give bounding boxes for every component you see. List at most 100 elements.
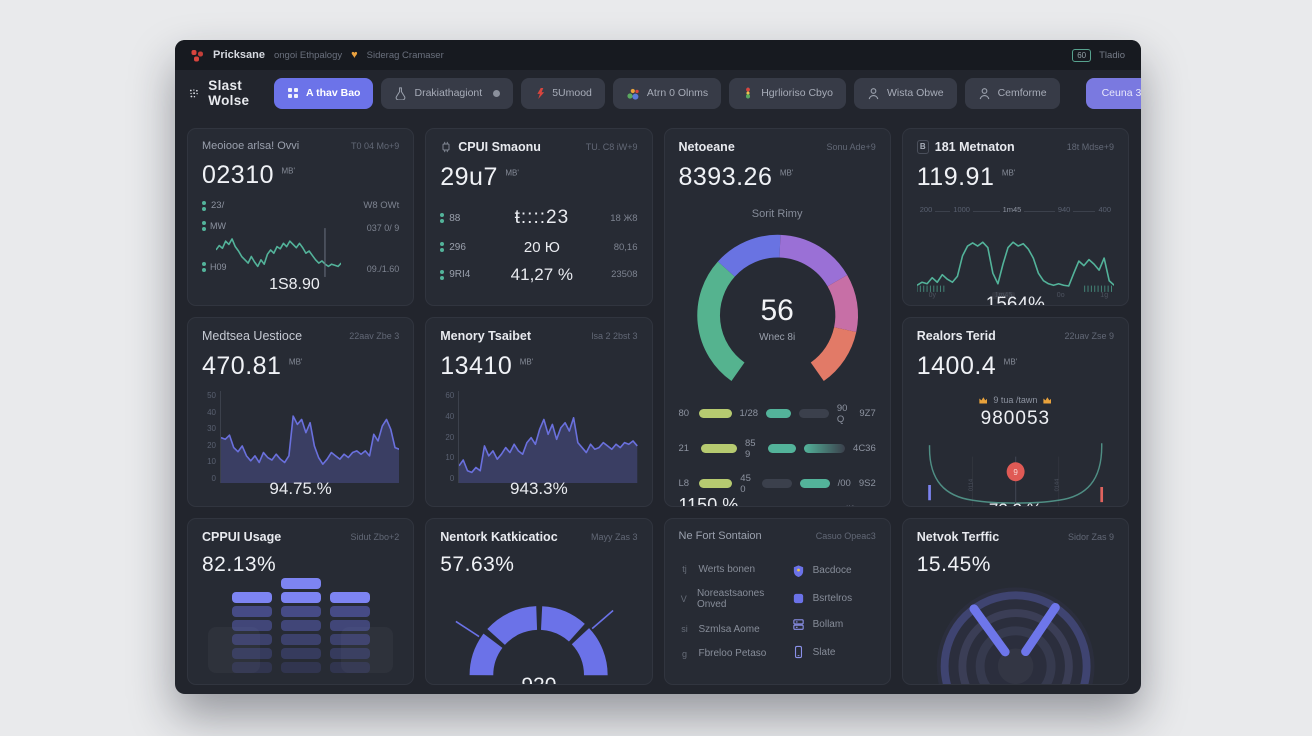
card-meta: 22uav Zse 9 <box>1064 331 1114 341</box>
card-title: Netoeane <box>678 140 735 154</box>
gauge-center-value: 920 <box>440 674 637 684</box>
legend-pill-teal-gradient <box>804 444 846 454</box>
bar-column <box>280 578 321 673</box>
radar-rings: DMR <box>917 577 1114 684</box>
legend-pill-gray <box>761 479 792 489</box>
center-percentage: 1564% <box>985 293 1045 306</box>
nav-tab-dashboard[interactable]: A thav Bao <box>274 77 374 109</box>
flask-icon <box>396 87 406 100</box>
card-title: Netvok Terffic <box>916 530 1000 544</box>
nav-tab-label: Wista Obwe <box>886 87 944 99</box>
nav-tab-label: Atrn 0 Olnms <box>646 87 709 99</box>
dashboard-panel: Pricksane ongoi Ethpalogy ♥ Siderag Cram… <box>175 40 1141 694</box>
primary-cta-button[interactable]: Ceuna 3ovoso <box>1085 77 1141 109</box>
topbar: Pricksane ongoi Ethpalogy ♥ Siderag Cram… <box>175 40 1141 70</box>
card-services-list: Ne Fort Sontaion Casuo Opeac3 tj Werts b… <box>663 518 891 685</box>
service-item[interactable]: Bacdoce <box>792 564 876 578</box>
app-logo-icon <box>191 49 203 61</box>
spark-value: 09./1.60 <box>366 264 400 274</box>
spark-label: H09 <box>202 262 227 272</box>
heart-icon: ♥ <box>351 48 358 61</box>
person-icon <box>868 87 879 99</box>
equalizer-bars <box>202 578 399 673</box>
stream-badge: 60 <box>1072 48 1092 62</box>
service-item[interactable]: si Szmlsa Aome <box>679 624 784 635</box>
curve-chart: 0114 0144 9 <box>927 443 1103 506</box>
nav-tab-umood[interactable]: 5Umood <box>521 77 605 109</box>
card-network-gauge: Nentork Katkicatioc Mayy Zas 3 57.63% 92… <box>425 518 653 685</box>
alert-marker <box>1006 462 1025 482</box>
memory-chart: 60 40 20 10 0 943.3% <box>440 391 638 498</box>
card-title: CPUI Smaonu <box>440 140 541 154</box>
rings-chart: DMR <box>936 587 1095 684</box>
donut-chart <box>696 234 858 382</box>
service-item[interactable]: tj Werts bonen <box>679 564 784 575</box>
center-percentage: 943.3% <box>510 479 568 498</box>
card-metnaton: B 181 Metnaton 18t Mdse+9 119.91 MB' 200… <box>901 128 1129 306</box>
spark-value: 037 0/ 9 <box>366 223 400 233</box>
legend-row: 21 85 9 4C36 <box>678 437 876 460</box>
nav-tab-conforme[interactable]: Cemforme <box>964 77 1060 109</box>
line-chart <box>917 208 1114 292</box>
service-item[interactable]: g Fbreloo Petaso <box>679 648 784 659</box>
service-item[interactable]: Bollam <box>792 618 876 631</box>
status-dot <box>493 89 501 97</box>
services-right-column: Bacdoce Bsrtelros Bollam Slate <box>792 550 876 673</box>
card-meta: 18t Mdse+9 <box>1066 142 1114 152</box>
person-icon <box>979 87 989 99</box>
metnaton-chart <box>917 208 1114 292</box>
cards-grid: Meoiooe arlsa! Ovvi T0 04 Mo+9 02310 MB'… <box>187 128 1129 685</box>
topbar-status: Tladio <box>1099 49 1125 61</box>
card-meta: Sidor Zas 9 <box>1067 532 1114 542</box>
metric-icon <box>440 242 445 252</box>
grid-icon <box>288 88 299 98</box>
card-cpu-usage-bars: CPPUI Usage Sidut Zbo+2 82.13% <box>187 518 415 685</box>
shield-icon <box>793 565 803 577</box>
nav-tab-vista[interactable]: Wista Obwe <box>853 77 957 109</box>
trend-number: 980053 <box>980 408 1051 429</box>
cpu-center-value: ŧ::::23 <box>514 207 570 229</box>
card-meta: lsa 2 2bst 3 <box>591 331 638 341</box>
cpu-row: 88 ŧ::::23 18 Ж8 <box>440 207 638 229</box>
metric-icon <box>202 221 206 231</box>
trend-curve: 0114 0144 9 73.2.% <box>917 430 1114 506</box>
nav-tab-hydraulics[interactable]: Hgrlioriso Cbyo <box>729 77 846 109</box>
navbar: Slast Wolse A thav Bao Drakiathagiont 5U… <box>175 70 1141 116</box>
card-title: Medtsea Uestioce <box>202 329 303 343</box>
gauge-footer-value: 1150.% <box>678 494 739 507</box>
nav-tab-alarms[interactable]: Atrn 0 Olnms <box>612 77 722 109</box>
card-meta: 22aav Zbe 3 <box>349 331 400 341</box>
cpu-right-value: 18 Ж8 <box>610 212 638 224</box>
legend-pill-teal <box>766 409 792 419</box>
pin-icon <box>746 87 751 99</box>
card-medtsea-usage: Medtsea Uestioce 22aav Zbe 3 470.81 MB' … <box>187 317 415 507</box>
gauge-footer-label: Regedifsson <box>817 504 875 506</box>
metric-row: 23/ <box>202 200 224 211</box>
legend-pill-lime <box>699 479 733 489</box>
glyph-icon: g <box>681 648 687 659</box>
segmented-gauge: 920 <box>440 579 637 684</box>
metric-value: 13410 MB' <box>440 352 534 380</box>
donut-center-label: Wnec 8i <box>759 332 796 343</box>
legend-row: 80 1/28 90 Q 9Z7 <box>678 402 876 425</box>
nav-tab-label: 5Umood <box>552 87 592 99</box>
cpu-center-value: 20 Ю <box>523 238 560 256</box>
metric-row-value: W8 OWt <box>363 200 400 211</box>
service-item[interactable]: V Noreastsaones Onved <box>679 588 784 610</box>
services-left-column: tj Werts bonen V Noreastsaones Onved si … <box>679 550 784 673</box>
card-meta: Sonu Ade+9 <box>826 142 876 152</box>
brand-label: Slast Wolse <box>208 78 250 108</box>
card-meta: Sidut Zbo+2 <box>350 532 400 542</box>
metric-value: 57.63% <box>440 553 515 576</box>
nav-tab-diagnostics[interactable]: Drakiathagiont <box>381 77 514 109</box>
service-item[interactable]: Slate <box>792 645 876 659</box>
area-chart <box>459 391 638 483</box>
svg-text:0144: 0144 <box>1055 479 1061 492</box>
card-machine-overview: Meoiooe arlsa! Ovvi T0 04 Mo+9 02310 MB'… <box>187 128 415 306</box>
spark-center-value: 1S8.90 <box>269 276 320 293</box>
svg-text:0114: 0114 <box>968 479 974 491</box>
nav-tab-label: Cemforme <box>997 87 1047 99</box>
chip-icon <box>442 141 450 153</box>
service-item[interactable]: Bsrtelros <box>792 592 876 605</box>
metric-value: 15.45% <box>916 553 991 576</box>
